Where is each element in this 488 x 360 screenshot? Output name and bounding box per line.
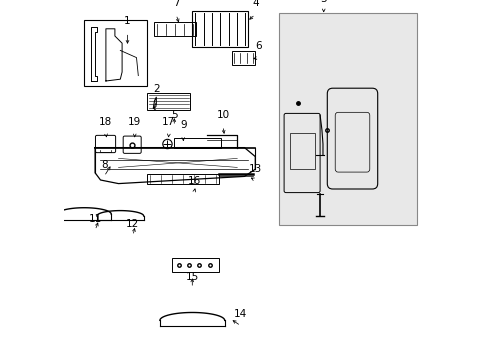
Bar bbox=[289, 133, 314, 169]
Bar bbox=[172, 258, 219, 272]
Bar bbox=[192, 11, 247, 47]
Text: 3: 3 bbox=[320, 0, 326, 4]
Bar bbox=[147, 93, 190, 110]
Text: 16: 16 bbox=[187, 176, 200, 186]
Text: 11: 11 bbox=[88, 214, 102, 224]
Text: 14: 14 bbox=[234, 309, 247, 319]
Text: 4: 4 bbox=[251, 0, 258, 8]
Text: 10: 10 bbox=[216, 109, 229, 120]
Text: 2: 2 bbox=[153, 84, 159, 94]
Text: 9: 9 bbox=[180, 120, 186, 130]
Text: 1: 1 bbox=[124, 16, 131, 26]
Text: 13: 13 bbox=[248, 163, 262, 174]
Text: 17: 17 bbox=[162, 117, 175, 127]
Text: 12: 12 bbox=[126, 219, 139, 229]
Bar bbox=[174, 138, 221, 148]
Text: 18: 18 bbox=[99, 117, 112, 127]
Bar bbox=[84, 20, 147, 86]
Text: 15: 15 bbox=[185, 271, 199, 282]
Bar bbox=[147, 174, 219, 184]
Bar bbox=[278, 13, 416, 225]
Text: 8: 8 bbox=[101, 160, 107, 170]
Bar bbox=[231, 51, 255, 65]
Bar bbox=[154, 22, 196, 36]
Text: 7: 7 bbox=[172, 0, 179, 8]
Text: 5: 5 bbox=[171, 109, 177, 120]
Text: 19: 19 bbox=[128, 117, 141, 127]
Text: 6: 6 bbox=[255, 41, 262, 51]
